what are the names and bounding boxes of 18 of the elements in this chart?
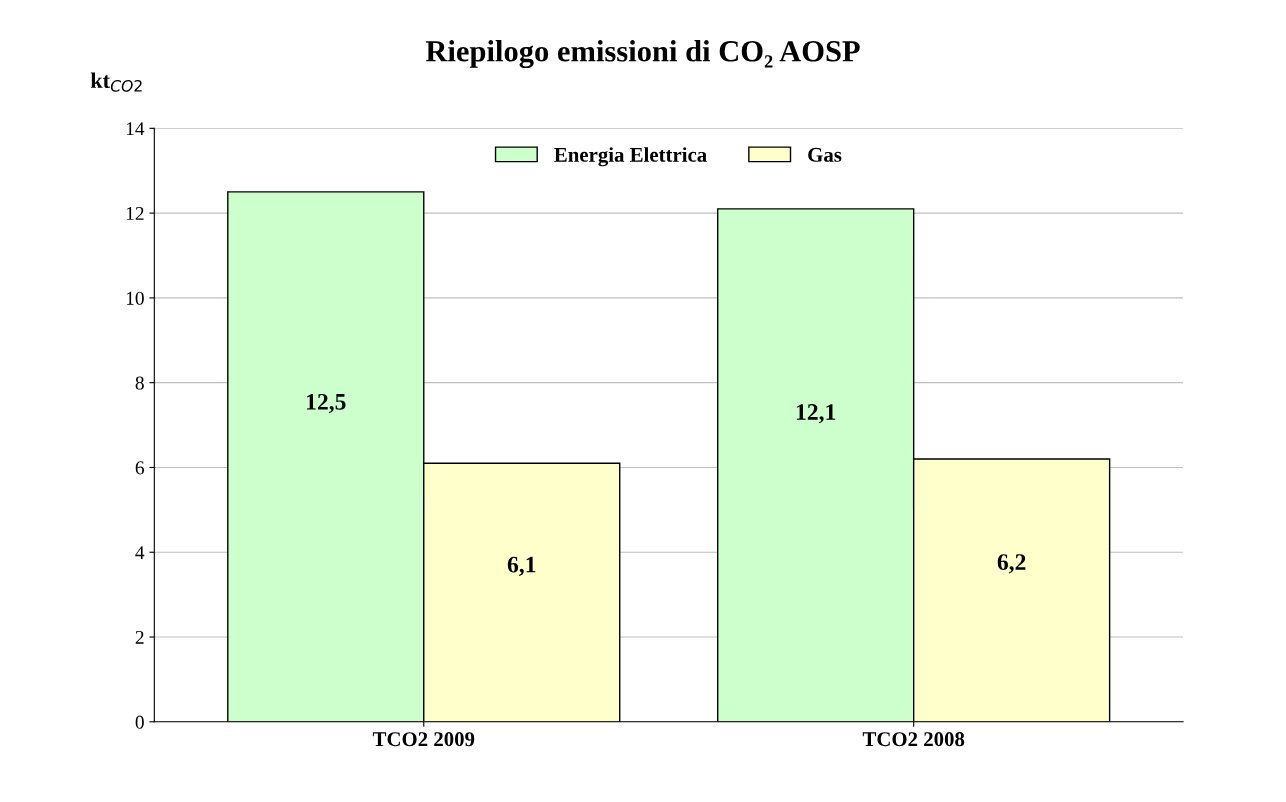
y-tick-label: 12	[126, 206, 144, 220]
data-label: 6,1	[507, 556, 536, 576]
data-label: 6,2	[997, 554, 1026, 574]
y-tick-label: 10	[126, 291, 144, 305]
y-tick-label: 8	[135, 376, 144, 390]
chart-title: Riepilogo emissioni di CO₂ AOSP	[425, 40, 860, 69]
y-tick-label: 14	[126, 122, 145, 136]
legend-label: Energia Elettrica	[554, 147, 707, 167]
x-tick-label: TCO2 2009	[372, 732, 475, 747]
data-label: 12,1	[796, 404, 836, 424]
y-tick-label: 0	[135, 715, 144, 729]
y-axis-title: kt$_{CO2}$	[90, 72, 142, 92]
y-tick-label: 4	[135, 546, 145, 559]
y-tick-label: 2	[135, 630, 144, 644]
legend-label: Gas	[808, 147, 842, 162]
x-tick-label: TCO2 2008	[862, 732, 965, 747]
y-tick-label: 6	[135, 461, 145, 475]
data-label: 12,5	[307, 393, 346, 414]
